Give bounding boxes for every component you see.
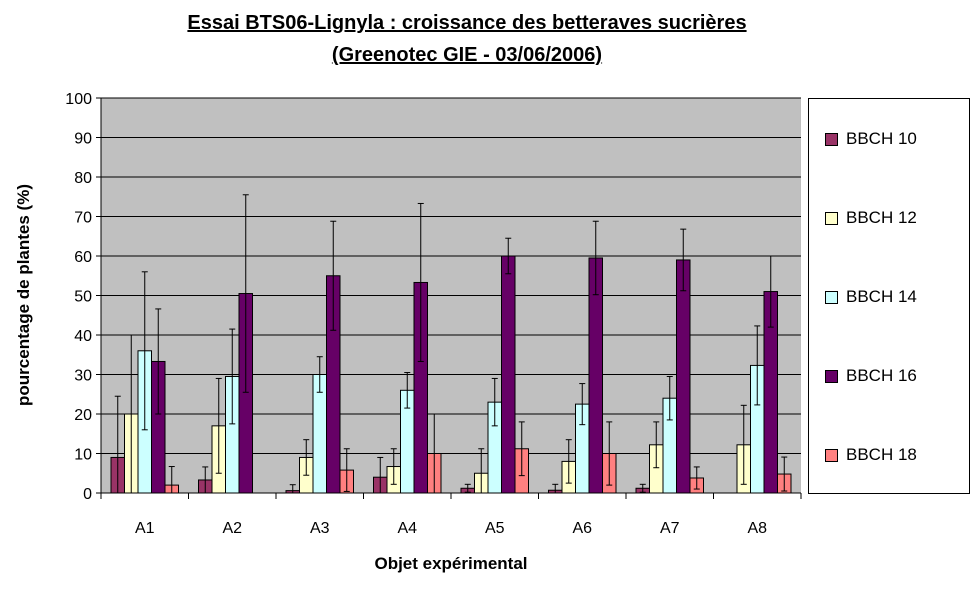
legend-swatch	[825, 369, 838, 383]
x-tick-label: A1	[135, 520, 155, 537]
x-axis-label: Objet expérimental	[374, 554, 527, 573]
x-tick-label: A2	[222, 520, 242, 537]
legend-item: BBCH 10	[825, 129, 917, 149]
y-tick-label: 50	[74, 289, 92, 306]
chart-subtitle: (Greenotec GIE - 03/06/2006)	[331, 44, 603, 66]
legend-label: BBCH 16	[846, 366, 917, 385]
legend-swatch	[825, 132, 838, 146]
bar	[501, 255, 516, 494]
legend-item: BBCH 12	[825, 208, 917, 228]
y-tick-label: 100	[65, 91, 92, 108]
bar	[676, 259, 691, 494]
legend-label: BBCH 10	[846, 129, 917, 148]
x-tick-label: A7	[660, 520, 680, 537]
y-tick-label: 10	[74, 447, 92, 464]
legend-item: BBCH 14	[825, 287, 917, 307]
legend-label: BBCH 18	[846, 445, 917, 464]
y-tick-label: 40	[74, 328, 92, 345]
legend-label: BBCH 12	[846, 208, 917, 227]
legend-item: BBCH 18	[825, 445, 917, 465]
y-tick-label: 80	[74, 170, 92, 187]
x-tick-labels: A1 A2 A3 A4 A5 A6 A7 A8	[135, 520, 767, 537]
legend-swatch	[825, 290, 838, 304]
x-tick-label: A5	[485, 520, 505, 537]
y-tick-label: 0	[83, 486, 92, 503]
y-tick-label: 30	[74, 368, 92, 385]
chart-title: Essai BTS06-Lignyla : croissance des bet…	[187, 12, 747, 34]
bars	[110, 255, 792, 494]
y-tick-label: 70	[74, 210, 92, 227]
legend-swatch	[825, 448, 838, 462]
x-tick-label: A6	[572, 520, 592, 537]
axes	[96, 97, 802, 499]
legend-label: BBCH 14	[846, 287, 917, 306]
legend-item: BBCH 16	[825, 366, 917, 386]
y-tick-labels: 0 10 20 30 40 50 60 70 80 90 100	[65, 91, 92, 503]
legend: BBCH 10 BBCH 12 BBCH 14 BBCH 16 BBCH 18	[808, 98, 970, 494]
y-axis-label: pourcentage de plantes (%)	[14, 184, 33, 406]
legend-swatch	[825, 211, 838, 225]
y-tick-label: 90	[74, 131, 92, 148]
x-tick-label: A4	[397, 520, 417, 537]
x-tick-label: A3	[310, 520, 330, 537]
y-tick-label: 20	[74, 407, 92, 424]
x-tick-label: A8	[747, 520, 767, 537]
y-tick-label: 60	[74, 249, 92, 266]
